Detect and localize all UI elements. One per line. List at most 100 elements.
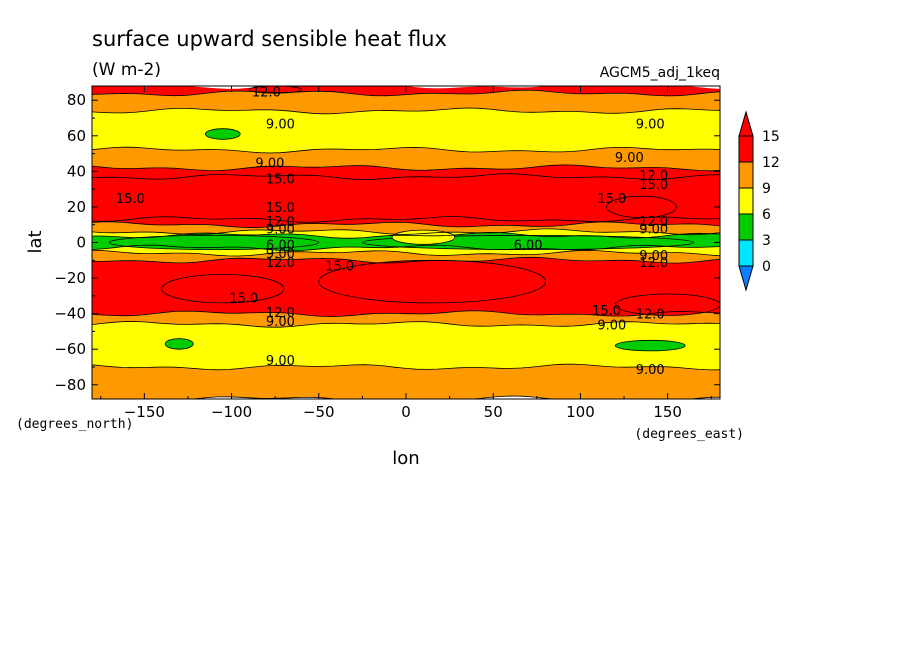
contour-label: 12.0	[639, 256, 668, 271]
y-tick-label: 80	[67, 91, 86, 109]
contour-patch	[109, 234, 320, 250]
x-axis-title: lon	[392, 448, 419, 469]
contour-line	[92, 164, 720, 172]
colorbar-label: 15	[762, 129, 780, 145]
colorbar-segment	[738, 161, 754, 189]
colorbar: 0 3 6 9 12 15	[738, 110, 780, 292]
contour-patch	[164, 338, 194, 350]
contour-label: 12.0	[266, 306, 295, 321]
chart-title: surface upward sensible heat flux	[92, 27, 447, 51]
y-tick-label: −20	[54, 269, 86, 287]
patches-layer	[109, 86, 720, 352]
contour-line	[92, 321, 720, 328]
contour-line	[92, 107, 720, 115]
zonal-band	[92, 250, 720, 264]
x-tick-label: −150	[124, 403, 165, 421]
contour-label: 15.0	[639, 178, 668, 193]
x-tick-label: 0	[401, 403, 411, 421]
contour-label: 12.0	[639, 215, 668, 230]
contour-label: 15.0	[229, 292, 258, 307]
contour-label: 9.00	[615, 151, 644, 166]
contour-patch	[248, 86, 302, 94]
contour-label: 9.00	[266, 247, 295, 262]
x-tick-label: −50	[303, 403, 335, 421]
contour-label: 9.00	[266, 222, 295, 237]
contour-line	[92, 146, 720, 154]
contour-patch	[391, 229, 456, 245]
contour-patch	[615, 293, 720, 316]
contour-line	[92, 221, 720, 229]
colorbar-label: 3	[762, 233, 771, 249]
contour-label: 9.00	[636, 363, 665, 378]
zonal-band	[92, 90, 720, 114]
contour-line	[92, 256, 720, 264]
contour-label: 9.00	[639, 249, 668, 264]
y-tick-label: 0	[76, 234, 86, 252]
x-tick-label: 150	[653, 403, 682, 421]
x-tick-label: −100	[211, 403, 252, 421]
contour-label: 9.00	[636, 117, 665, 132]
contour-label: 9.00	[639, 222, 668, 237]
y-unit-label: (degrees_north)	[16, 417, 133, 432]
contour-label: 6.00	[514, 238, 543, 253]
colorbar-segment	[738, 135, 754, 163]
contour-label: 9.00	[266, 354, 295, 369]
zonal-band	[92, 173, 720, 223]
colorbar-label: 9	[762, 181, 771, 197]
contour-patch	[205, 128, 241, 140]
contour-label: 15.0	[597, 192, 626, 207]
contour-label: 12.0	[266, 256, 295, 271]
colorbar-segment	[738, 213, 754, 241]
contour-label: 15.0	[592, 304, 621, 319]
contour-line	[92, 244, 720, 252]
y-tick-label: 20	[67, 198, 86, 216]
contour-label: 9.00	[266, 117, 295, 132]
contour-label: 15.0	[266, 173, 295, 188]
contour-line	[92, 228, 720, 236]
contour-label: 12.0	[252, 85, 281, 100]
y-axis-title: lat	[25, 230, 46, 253]
zonal-band	[92, 164, 720, 180]
zonal-band	[92, 108, 720, 153]
contour-line	[92, 89, 720, 97]
contour-line	[92, 231, 720, 239]
x-axis: −150 −100 −50 0 50 100 150	[100, 86, 712, 421]
zonal-band	[92, 364, 720, 399]
contour-label: 12.0	[639, 169, 668, 184]
chart-units: (W m-2)	[92, 60, 161, 80]
y-axis: −80 −60 −40 −20 0 20 40 60 80	[54, 91, 720, 394]
contour-line	[92, 216, 720, 223]
contour-line	[92, 249, 720, 257]
y-tick-label: −60	[54, 340, 86, 358]
contour-label: 15.0	[266, 201, 295, 216]
contour-label: 9.00	[266, 315, 295, 330]
contour-label: 9.00	[597, 318, 626, 333]
contour-line	[92, 310, 720, 318]
colorbar-segment	[738, 239, 754, 267]
x-unit-label: (degrees_east)	[634, 427, 744, 442]
contour-patch	[161, 274, 285, 304]
y-tick-label: −40	[54, 305, 86, 323]
contour-label: 15.0	[116, 192, 145, 207]
colorbar-segment	[738, 187, 754, 215]
contour-line	[92, 173, 720, 180]
zonal-band	[92, 310, 720, 328]
contour-line	[92, 363, 720, 371]
dataset-label: AGCM5_adj_1keq	[600, 65, 720, 81]
x-tick-label: 100	[566, 403, 595, 421]
y-tick-label: −80	[54, 376, 86, 394]
y-tick-label: 60	[67, 127, 86, 145]
colorbar-label: 6	[762, 207, 771, 223]
zonal-band	[92, 221, 720, 235]
colorbar-arrow-top	[738, 110, 754, 137]
colorbar-arrow-bottom	[738, 265, 754, 292]
zonal-band	[92, 321, 720, 370]
contour-label: 9.00	[255, 157, 284, 172]
colorbar-label: 12	[762, 155, 780, 171]
x-tick-label: 50	[484, 403, 503, 421]
contour-label: 15.0	[325, 260, 354, 275]
contour-label: 12.0	[636, 308, 665, 323]
contour-patch	[614, 339, 686, 352]
